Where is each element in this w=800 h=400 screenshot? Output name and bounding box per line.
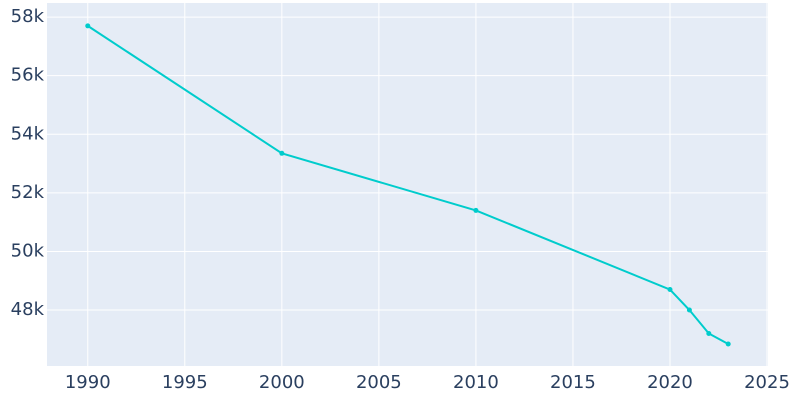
y-tick-label: 54k (11, 123, 45, 144)
x-tick-label: 2000 (259, 372, 305, 393)
x-tick-label: 1990 (65, 372, 111, 393)
x-tick-label: 2015 (550, 372, 596, 393)
x-tick-label: 2020 (647, 372, 693, 393)
data-point (279, 150, 285, 156)
y-tick-label: 52k (11, 182, 45, 203)
plot-area (47, 3, 768, 366)
data-point (473, 207, 479, 213)
x-tick-label: 2005 (356, 372, 402, 393)
data-point (706, 330, 712, 336)
x-tick-label: 2025 (744, 372, 790, 393)
y-tick-label: 48k (11, 299, 45, 320)
data-point (725, 341, 731, 347)
data-point (667, 287, 673, 293)
y-tick-label: 58k (11, 6, 45, 27)
data-point (85, 23, 91, 29)
x-tick-label: 1995 (162, 372, 208, 393)
data-point (686, 307, 692, 313)
y-tick-label: 56k (11, 65, 45, 86)
x-tick-label: 2010 (453, 372, 499, 393)
y-tick-label: 50k (11, 240, 45, 261)
